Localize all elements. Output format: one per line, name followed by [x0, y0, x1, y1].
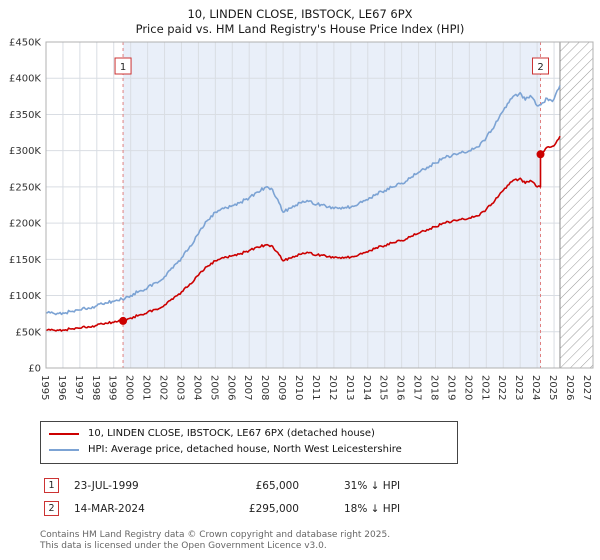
transaction-2-marker: 2	[44, 501, 59, 516]
svg-text:£450K: £450K	[9, 38, 41, 49]
transaction-hpi-delta: 18% ↓ HPI	[344, 502, 401, 515]
svg-text:2012: 2012	[327, 375, 338, 400]
svg-text:£300K: £300K	[9, 146, 41, 157]
chart-legend: 10, LINDEN CLOSE, IBSTOCK, LE67 6PX (det…	[40, 421, 458, 464]
svg-text:£200K: £200K	[9, 219, 41, 230]
transactions-table: 1 23-JUL-1999 £65,000 31% ↓ HPI 2 14-MAR…	[44, 474, 600, 520]
footer-line-1: Contains HM Land Registry data © Crown c…	[40, 530, 391, 540]
svg-text:2018: 2018	[429, 375, 440, 400]
transaction-price: £65,000	[255, 479, 299, 492]
svg-text:2000: 2000	[124, 375, 135, 400]
transaction-date: 14-MAR-2024	[74, 502, 145, 515]
hpi-line-swatch	[49, 449, 79, 451]
legend-label: HPI: Average price, detached house, Nort…	[88, 444, 402, 455]
svg-text:2021: 2021	[479, 375, 490, 400]
svg-text:1996: 1996	[56, 375, 67, 400]
svg-text:£50K: £50K	[15, 327, 41, 338]
price-chart-svg: 1 2 £0 £50K £100K £150K £200K £250K £300K £350K £4…	[9, 38, 594, 400]
svg-text:2022: 2022	[496, 375, 507, 400]
transaction-price: £295,000	[248, 502, 299, 515]
page-subtitle: Price paid vs. HM Land Registry's House …	[135, 22, 465, 36]
svg-text:2007: 2007	[242, 375, 253, 400]
svg-text:2013: 2013	[344, 375, 355, 400]
svg-text:2: 2	[537, 62, 543, 73]
price-paid-line-swatch	[49, 433, 79, 435]
svg-text:2002: 2002	[158, 375, 169, 400]
svg-text:2011: 2011	[310, 375, 321, 400]
svg-text:2024: 2024	[530, 375, 541, 400]
footer-line-2: This data is licensed under the Open Gov…	[40, 541, 327, 551]
svg-text:2019: 2019	[445, 375, 456, 400]
svg-text:£350K: £350K	[9, 110, 41, 121]
svg-text:2026: 2026	[564, 375, 575, 400]
svg-text:1997: 1997	[73, 375, 84, 400]
svg-text:2014: 2014	[361, 375, 372, 400]
svg-text:2008: 2008	[259, 375, 270, 400]
transaction-hpi-delta: 31% ↓ HPI	[344, 479, 401, 492]
svg-text:2005: 2005	[208, 375, 219, 400]
svg-text:2025: 2025	[547, 375, 558, 400]
svg-text:2023: 2023	[513, 375, 524, 400]
svg-text:2003: 2003	[174, 375, 185, 400]
transaction-1-marker: 1	[44, 478, 59, 493]
attribution-footer: Contains HM Land Registry data © Crown c…	[40, 530, 600, 552]
legend-item-price-paid: 10, LINDEN CLOSE, IBSTOCK, LE67 6PX (det…	[49, 426, 449, 442]
transaction-row: 2 14-MAR-2024 £295,000 18% ↓ HPI	[44, 497, 600, 520]
chart-header: 10, LINDEN CLOSE, IBSTOCK, LE67 6PX Pric…	[0, 0, 600, 37]
svg-text:£0: £0	[28, 364, 41, 375]
transaction-row: 1 23-JUL-1999 £65,000 31% ↓ HPI	[44, 474, 600, 497]
legend-label: 10, LINDEN CLOSE, IBSTOCK, LE67 6PX (det…	[88, 428, 375, 439]
svg-text:1995: 1995	[39, 375, 50, 400]
transaction-date: 23-JUL-1999	[74, 479, 139, 492]
svg-text:£100K: £100K	[9, 291, 41, 302]
svg-text:2001: 2001	[141, 375, 152, 400]
svg-text:2006: 2006	[225, 375, 236, 400]
svg-text:1: 1	[120, 62, 126, 73]
svg-text:£400K: £400K	[9, 74, 41, 85]
svg-text:£250K: £250K	[9, 182, 41, 193]
svg-text:2017: 2017	[412, 375, 423, 400]
svg-text:2016: 2016	[395, 375, 406, 400]
svg-text:1998: 1998	[90, 375, 101, 400]
legend-item-hpi: HPI: Average price, detached house, Nort…	[49, 442, 449, 458]
svg-text:2010: 2010	[293, 375, 304, 400]
svg-text:2020: 2020	[462, 375, 473, 400]
svg-text:2009: 2009	[276, 375, 287, 400]
svg-text:2015: 2015	[378, 375, 389, 400]
page-title: 10, LINDEN CLOSE, IBSTOCK, LE67 6PX	[187, 7, 413, 21]
price-chart: 1 2 £0 £50K £100K £150K £200K £250K £300K £350K £4…	[0, 37, 600, 419]
svg-text:2027: 2027	[581, 375, 592, 400]
svg-text:2004: 2004	[191, 375, 202, 400]
svg-text:1999: 1999	[107, 375, 118, 400]
svg-text:£150K: £150K	[9, 255, 41, 266]
